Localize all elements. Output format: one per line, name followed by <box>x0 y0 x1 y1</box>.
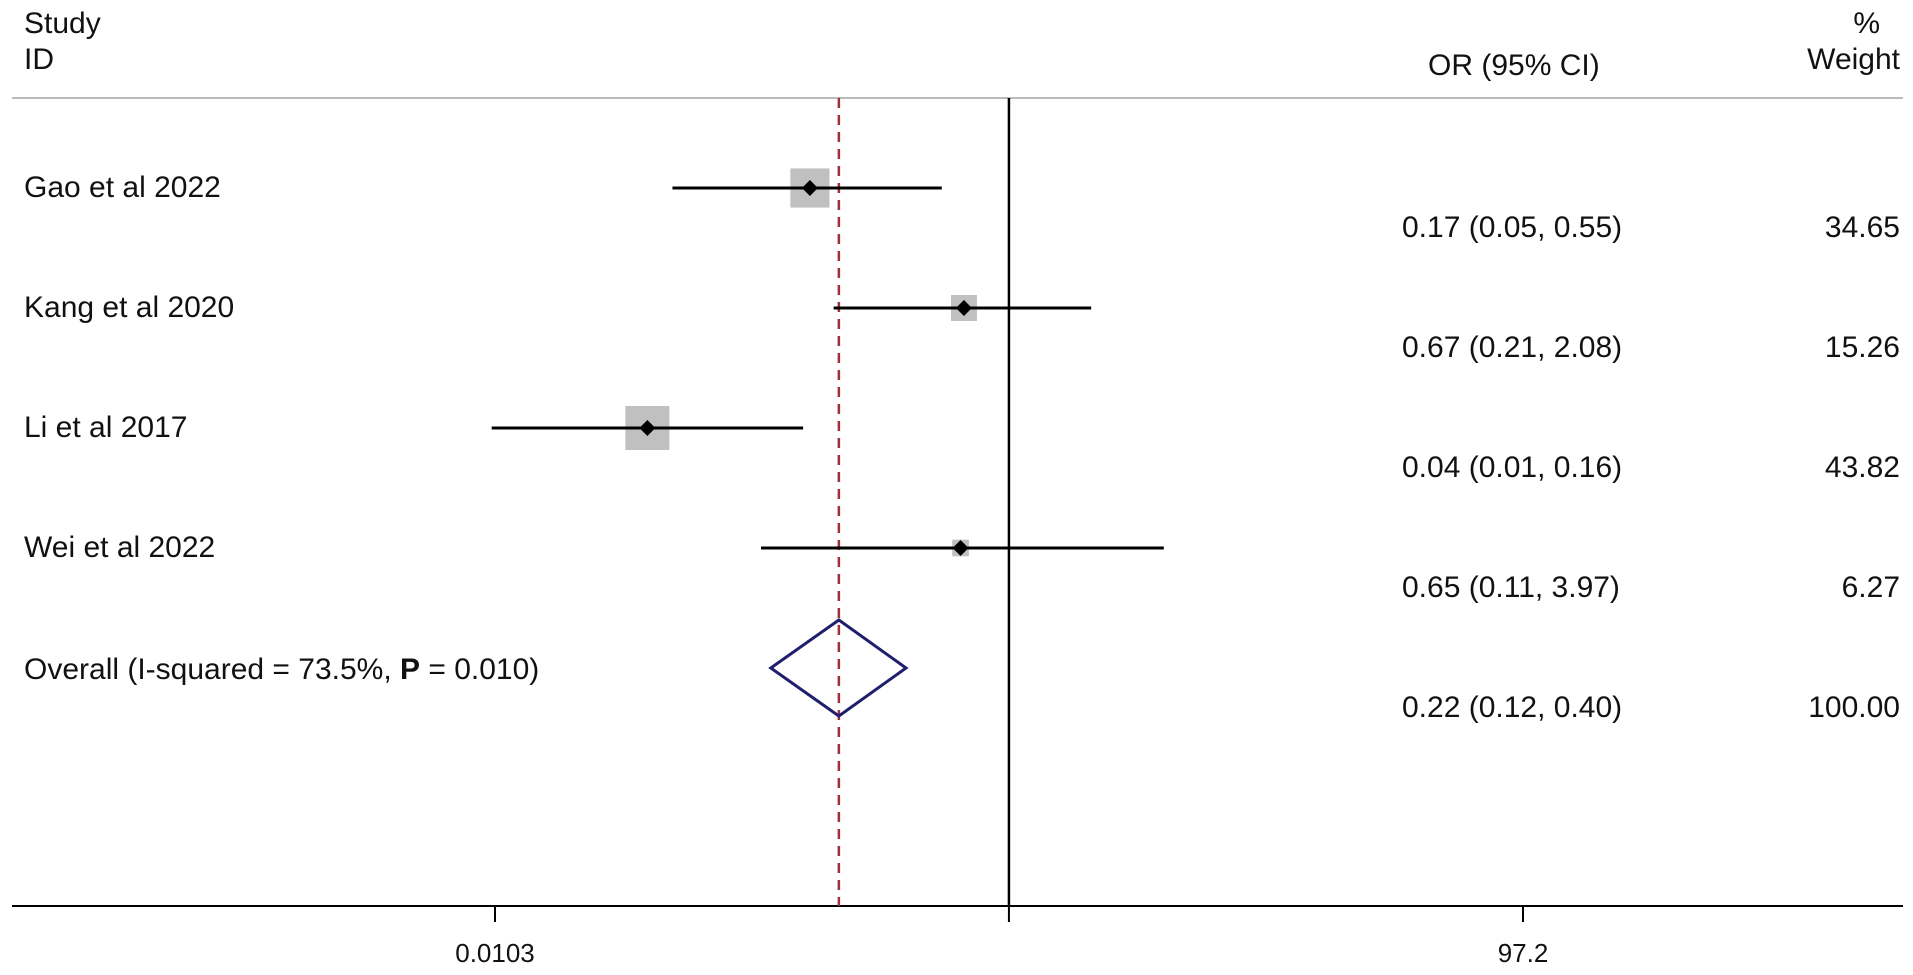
summary-diamond <box>768 618 909 718</box>
study-label-kang: Kang et al 2020 <box>24 291 235 324</box>
point-estimate-li <box>639 420 656 436</box>
weight-value-kang: 15.26 <box>1824 331 1900 364</box>
point-estimate-kang <box>955 300 972 316</box>
x-tick-label-max: 97.2 <box>1497 938 1549 968</box>
study-label-li: Li et al 2017 <box>24 411 188 444</box>
weight-value-overall: 100.00 <box>1808 691 1900 724</box>
study-header: Study ID <box>24 6 101 78</box>
study-label-gao: Gao et al 2022 <box>24 171 221 204</box>
weight-value-wei: 6.27 <box>1841 571 1900 604</box>
forest-marks <box>491 168 1524 922</box>
overall-label-prefix: Overall (I-squared = 73.5%, <box>24 653 401 686</box>
weight-header-line1: % <box>1853 7 1880 40</box>
ci-value-wei: 0.65 (0.11, 3.97) <box>1402 571 1620 604</box>
study-label-wei: Wei et al 2022 <box>24 531 216 564</box>
study-header-line1: Study <box>24 7 101 40</box>
weight-value-li: 43.82 <box>1824 451 1900 484</box>
study-header-line2: ID <box>24 43 54 76</box>
weight-header: % Weight <box>1780 6 1900 78</box>
x-tick-label-min: 0.0103 <box>455 938 535 968</box>
weight-header-line2: Weight <box>1807 43 1900 76</box>
point-estimate-gao <box>801 180 818 196</box>
ci-value-li: 0.04 (0.01, 0.16) <box>1402 451 1623 484</box>
overall-label: Overall (I-squared = 73.5%, P = 0.010) <box>24 652 539 688</box>
weight-value-gao: 34.65 <box>1824 211 1900 244</box>
ci-value-gao: 0.17 (0.05, 0.55) <box>1402 211 1623 244</box>
ci-value-kang: 0.67 (0.21, 2.08) <box>1402 331 1623 364</box>
point-estimate-wei <box>952 540 969 556</box>
overall-label-suffix: = 0.010) <box>420 653 540 686</box>
or-ci-header: OR (95% CI) <box>1428 49 1600 82</box>
overall-label-p: P <box>400 653 421 686</box>
ci-value-overall: 0.22 (0.12, 0.40) <box>1402 691 1623 724</box>
